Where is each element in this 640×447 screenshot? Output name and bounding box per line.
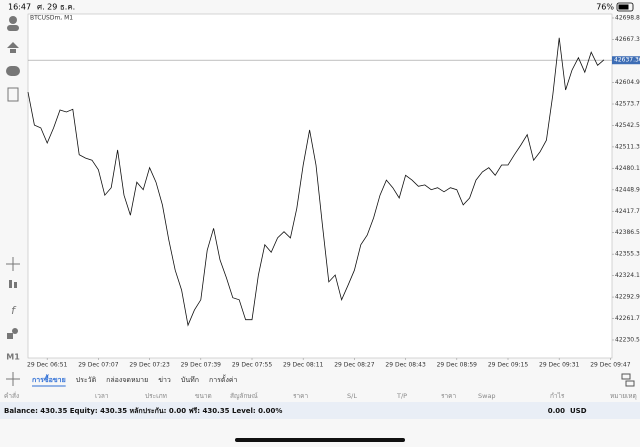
y-tick-label: 42230.50 (615, 336, 640, 343)
balance-text: Balance: 430.35 Equity: 430.35 หลักประกั… (4, 407, 282, 415)
y-tick-label: 42542.50 (615, 122, 640, 129)
layout-icon[interactable] (621, 373, 635, 387)
y-tick-label: 42511.30 (615, 143, 640, 150)
x-tick-label: 29 Dec 08:27 (334, 362, 375, 369)
timeframe[interactable]: M1 (6, 353, 20, 362)
column-header: เวลา (95, 392, 109, 400)
column-header: คำสั่ง (4, 391, 19, 400)
y-tick-label: 42448.90 (615, 186, 640, 193)
x-tick-label: 29 Dec 08:43 (385, 362, 426, 369)
balance-row (0, 402, 640, 419)
tab[interactable]: การซื้อขาย (32, 373, 66, 384)
indicator-icon-part (14, 282, 17, 288)
y-tick-label: 42698.80 (615, 14, 640, 21)
status-date: ศ. 29 ธ.ค. (37, 3, 75, 12)
chart-frame (27, 13, 613, 359)
column-header: Swap (478, 392, 496, 400)
tab[interactable]: ประวัติ (76, 376, 97, 384)
y-tick-label: 42355.30 (615, 251, 640, 258)
status-battery: 76% (596, 3, 614, 12)
x-tick-label: 29 Dec 07:07 (78, 362, 119, 369)
add-icon[interactable] (6, 372, 20, 386)
column-header: ราคา (293, 392, 308, 400)
price-line (27, 37, 605, 327)
battery-level (618, 4, 629, 10)
y-tick-label: 42573.70 (615, 101, 640, 108)
account-icon[interactable] (9, 16, 17, 24)
current-price-box (612, 56, 640, 65)
current-price-label: 42637.36 (614, 57, 640, 64)
y-tick-label: 42480.10 (615, 165, 640, 172)
x-tick-label: 29 Dec 06:51 (27, 362, 68, 369)
y-tick-label: 42604.90 (615, 79, 640, 86)
crosshair-icon[interactable] (6, 257, 20, 271)
column-header: T/P (396, 392, 407, 400)
chat-icon[interactable] (6, 66, 20, 76)
column-header: หมายเหตุ (610, 392, 637, 400)
symbol-label: BTCUSDm, M1 (30, 15, 73, 22)
column-header: กำไร (550, 392, 565, 400)
x-tick-label: 29 Dec 07:39 (181, 362, 222, 369)
y-tick-label: 42292.90 (615, 294, 640, 301)
column-header: สัญลักษณ์ (230, 392, 258, 400)
status-time: 16:47 (8, 3, 31, 12)
tab[interactable]: บันทึก (181, 375, 199, 384)
x-tick-label: 29 Dec 08:59 (437, 362, 478, 369)
x-tick-label: 29 Dec 09:47 (590, 362, 631, 369)
objects-icon-part (7, 333, 13, 339)
y-tick-label: 42261.70 (615, 315, 640, 322)
function-icon[interactable]: f (11, 304, 17, 317)
column-header: ขนาด (195, 392, 212, 400)
account-icon-body (7, 25, 19, 31)
x-tick-label: 29 Dec 08:11 (283, 362, 324, 369)
balance-currency: USD (570, 407, 587, 415)
tab[interactable]: ข่าว (158, 376, 171, 384)
home-indicator (235, 438, 405, 442)
y-tick-label: 42386.50 (615, 229, 640, 236)
y-tick-label: 42324.10 (615, 272, 640, 279)
sidebar-icons: f (6, 16, 635, 387)
tab[interactable]: การตั้งค่า (209, 373, 238, 384)
battery-icon (616, 2, 634, 12)
x-tick-label: 29 Dec 07:23 (129, 362, 170, 369)
column-header: S/L (347, 392, 357, 400)
column-header: ประเภท (145, 392, 167, 400)
x-tick-label: 29 Dec 07:55 (232, 362, 273, 369)
tab[interactable]: กล่องจดหมาย (106, 376, 148, 384)
y-tick-label: 42667.30 (615, 36, 640, 43)
balance-profit: 0.00 (548, 407, 565, 415)
indicator-icon[interactable] (9, 280, 12, 288)
trade-icon[interactable] (7, 42, 19, 53)
x-tick-label: 29 Dec 09:15 (488, 362, 529, 369)
y-tick-label: 42417.70 (615, 208, 640, 215)
objects-icon[interactable] (12, 328, 18, 334)
x-tick-label: 29 Dec 09:31 (539, 362, 580, 369)
new-order-icon[interactable] (7, 87, 19, 102)
column-header: ราคา (441, 392, 456, 400)
